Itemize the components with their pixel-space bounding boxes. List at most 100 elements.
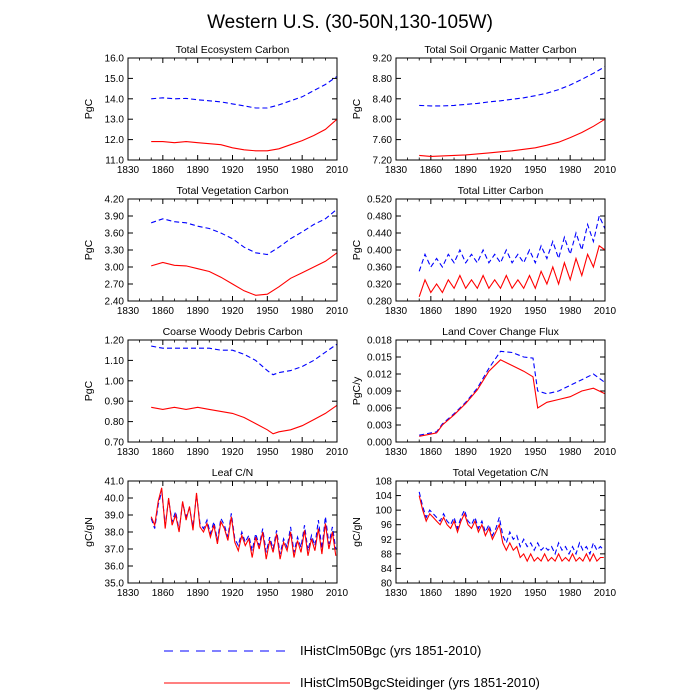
y-tick-label: 0.006: [367, 404, 392, 415]
y-tick-label: 80: [381, 579, 393, 590]
y-tick-label: 8.40: [373, 94, 393, 105]
y-tick-label: 2.40: [105, 297, 125, 308]
x-tick-label: 2010: [594, 165, 617, 176]
x-tick-label: 1920: [221, 447, 244, 458]
y-tick-label: 15.0: [105, 74, 125, 85]
y-tick-label: 1.00: [105, 376, 125, 387]
y-tick-label: 108: [375, 477, 392, 488]
y-tick-label: 7.20: [373, 156, 393, 167]
figure-title: Western U.S. (30-50N,130-105W): [207, 12, 493, 33]
series-line-0: [419, 350, 606, 436]
y-tick-label: 0.009: [367, 387, 392, 398]
x-tick-label: 1950: [524, 306, 547, 317]
x-tick-label: 1890: [455, 588, 478, 599]
y-tick-label: 0.480: [367, 212, 392, 223]
panel-title: Leaf C/N: [212, 467, 253, 479]
x-tick-label: 1860: [420, 306, 443, 317]
y-axis-label: gC/gN: [351, 517, 363, 547]
series-line-0: [151, 343, 338, 376]
y-tick-label: 84: [381, 564, 393, 575]
y-tick-label: 0.012: [367, 370, 392, 381]
x-tick-label: 1860: [420, 165, 443, 176]
x-tick-label: 1830: [117, 306, 140, 317]
y-tick-label: 7.60: [373, 135, 393, 146]
x-tick-label: 1890: [455, 165, 478, 176]
x-tick-label: 1890: [455, 447, 478, 458]
x-tick-label: 1950: [524, 165, 547, 176]
y-tick-label: 16.0: [105, 54, 125, 65]
y-tick-label: 0.440: [367, 229, 392, 240]
x-tick-label: 1950: [256, 165, 279, 176]
y-axis-label: PgC: [83, 239, 95, 260]
x-tick-label: 1860: [152, 447, 175, 458]
x-tick-label: 1860: [152, 588, 175, 599]
legend-label-0: IHistClm50Bgc (yrs 1851-2010): [300, 643, 481, 658]
x-tick-label: 1920: [221, 588, 244, 599]
y-tick-label: 88: [381, 549, 393, 560]
y-tick-label: 0.280: [367, 297, 392, 308]
panel-title: Total Litter Carbon: [458, 185, 544, 197]
plot-frame: [395, 480, 606, 584]
x-tick-label: 1920: [489, 165, 512, 176]
x-tick-label: 1860: [420, 447, 443, 458]
series-line-0: [151, 208, 338, 256]
plot-frame: [395, 339, 606, 443]
panel-title: Total Ecosystem Carbon: [176, 44, 290, 56]
panels: Total Ecosystem Carbon PgC 1830 1860 1890 192…: [83, 44, 617, 599]
x-tick-label: 1830: [385, 165, 408, 176]
legend-label-1: IHistClm50BgcSteidinger (yrs 1851-2010): [300, 675, 540, 690]
plot-frame: [127, 339, 338, 443]
y-tick-label: 8.80: [373, 74, 393, 85]
y-tick-label: 0.018: [367, 336, 392, 347]
series-line-1: [150, 487, 337, 560]
y-axis-label: PgC: [351, 239, 363, 260]
panel-title: Total Vegetation Carbon: [176, 185, 288, 197]
x-tick-label: 1920: [489, 447, 512, 458]
plot-frame: [127, 480, 338, 584]
y-tick-label: 0.80: [105, 417, 125, 428]
series-line-1: [151, 118, 338, 152]
y-tick-label: 3.00: [105, 263, 125, 274]
panel-1: Total Soil Organic Matter Carbon PgC 1830 1…: [351, 44, 617, 176]
x-tick-label: 1980: [291, 447, 314, 458]
y-tick-label: 92: [381, 535, 393, 546]
panel-2: Total Vegetation Carbon PgC 1830 1860 1890 19…: [83, 185, 349, 317]
series-line-0: [151, 75, 338, 109]
panel-0: Total Ecosystem Carbon PgC 1830 1860 1890 192…: [83, 44, 349, 176]
y-tick-label: 39.0: [105, 511, 125, 522]
series-line-1: [151, 404, 338, 435]
x-tick-label: 1950: [524, 588, 547, 599]
x-tick-label: 1890: [187, 165, 210, 176]
y-tick-label: 4.20: [105, 195, 125, 206]
x-tick-label: 1980: [291, 306, 314, 317]
y-tick-label: 13.0: [105, 115, 125, 126]
x-tick-label: 1980: [291, 588, 314, 599]
series-line-0: [418, 214, 606, 272]
series-line-1: [151, 252, 338, 296]
y-tick-label: 0.90: [105, 397, 125, 408]
panel-6: Leaf C/N gC/gN 1830 1860 1890 1920 1950 1980 201…: [83, 467, 349, 599]
panel-title: Total Vegetation C/N: [453, 467, 549, 479]
y-tick-label: 2.70: [105, 280, 125, 291]
x-tick-label: 2010: [326, 447, 349, 458]
y-tick-label: 8.00: [373, 115, 393, 126]
y-tick-label: 38.0: [105, 528, 125, 539]
y-tick-label: 104: [375, 491, 392, 502]
x-tick-label: 1950: [256, 447, 279, 458]
x-tick-label: 1950: [524, 447, 547, 458]
panel-5: Land Cover Change Flux PgC/y 1830 1860 1890 1…: [351, 326, 617, 458]
x-tick-label: 1830: [117, 165, 140, 176]
y-axis-label: PgC: [83, 98, 95, 119]
y-axis-label: PgC/y: [351, 376, 363, 405]
panel-3: Total Litter Carbon PgC 1830 1860 1890 1920 19…: [351, 185, 617, 317]
series-line-1: [419, 359, 606, 437]
x-tick-label: 1980: [559, 306, 582, 317]
y-tick-label: 9.20: [373, 54, 393, 65]
x-tick-label: 1980: [291, 165, 314, 176]
x-tick-label: 2010: [326, 588, 349, 599]
y-tick-label: 41.0: [105, 477, 125, 488]
panel-title: Coarse Woody Debris Carbon: [163, 326, 303, 338]
y-tick-label: 0.015: [367, 353, 392, 364]
x-tick-label: 2010: [326, 306, 349, 317]
